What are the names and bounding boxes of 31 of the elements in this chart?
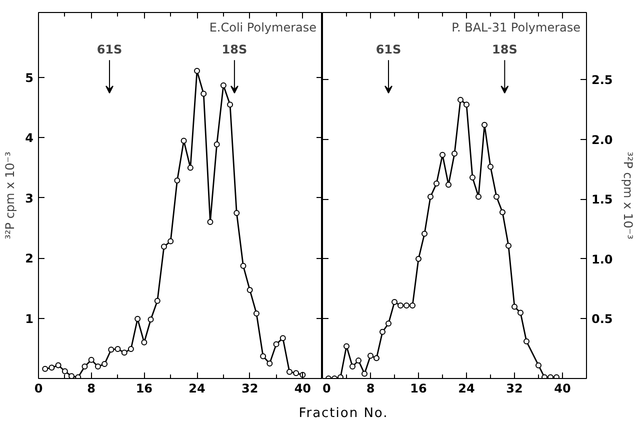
x-tick-label: 24 — [188, 382, 206, 396]
y-tick-label: 5 — [25, 71, 34, 86]
x-tick-label: 32 — [506, 382, 523, 396]
annotation: 61S — [96, 42, 122, 56]
x-tick-label: 24 — [458, 382, 475, 396]
y-tick-label: 2 — [25, 252, 34, 266]
x-axis-title: Fraction No. — [298, 405, 388, 423]
y-tick-label: 3 — [25, 191, 34, 206]
x-tick-label: 8 — [87, 382, 96, 396]
y2-tick-label: 0.5 — [592, 312, 613, 326]
annotation: 18S — [222, 42, 248, 56]
x-tick-label: 0 — [322, 382, 331, 396]
x-tick-label: 16 — [410, 382, 427, 396]
text: E.Coli Polymerase — [209, 20, 317, 34]
annotation: 18S — [492, 42, 518, 56]
y-tick-label: 1 — [25, 312, 34, 326]
y2-tick-label: 2.5 — [592, 72, 613, 87]
x-tick-label: 40 — [554, 382, 571, 396]
y-tick-label: 4 — [25, 131, 34, 146]
y2-tick-label: 2.0 — [592, 132, 613, 147]
y-axis-title: ³²P cpm x 10⁻³ — [3, 151, 18, 240]
y2-axis-title: ³²P cpm x 10⁻³ — [620, 152, 635, 240]
text: P. BAL-31 Polymerase — [452, 20, 580, 34]
x-tick-label: 0 — [34, 382, 43, 396]
x-tick-label: 8 — [366, 382, 375, 396]
annotation: 61S — [376, 42, 402, 56]
x-tick-label: 40 — [294, 382, 312, 396]
y2-tick-label: 1.5 — [592, 192, 613, 207]
x-tick-label: 16 — [136, 382, 153, 396]
x-tick-label: 32 — [242, 382, 258, 396]
y2-tick-label: 1.0 — [592, 252, 613, 266]
